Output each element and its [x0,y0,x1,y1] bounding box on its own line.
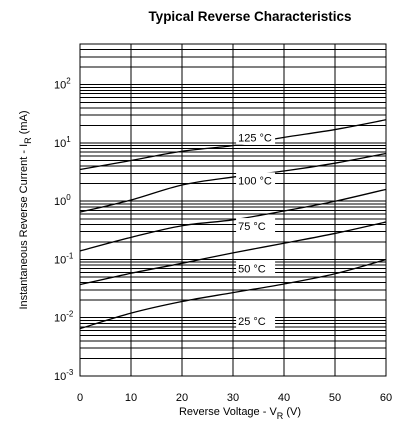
y-tick-exponent: 0 [66,193,71,202]
series-label-background [236,313,276,329]
x-tick-label: 0 [77,392,83,404]
y-axis-label-main: Instantaneous Reverse Current - I [18,144,30,310]
series-label: 125 °C [238,133,272,145]
y-tick-exponent: -1 [66,251,74,260]
y-tick-exponent: 2 [66,77,71,86]
x-tick-label: 20 [176,392,188,404]
series-label-background [236,218,276,234]
chart-title: Typical Reverse Characteristics [148,9,351,24]
y-tick-label: 10-2 [54,310,74,325]
x-axis-label: Reverse Voltage - VR (V) [179,406,301,421]
y-tick-exponent: -2 [66,310,74,319]
y-axis-label-suffix: (mA) [18,110,30,137]
series-label: 25 °C [238,316,266,328]
y-tick-label: 102 [54,77,71,92]
y-tick-label: 10-3 [54,368,74,383]
x-axis-label-subscript: R [277,411,284,421]
x-axis-label-suffix: (V) [283,406,301,418]
y-tick-base: 10 [54,196,66,208]
series-line [79,188,387,252]
y-tick-label: 100 [54,193,71,208]
x-tick-label: 50 [329,392,341,404]
y-axis-label: Instantaneous Reverse Current - IR (mA) [18,110,33,309]
curves [79,119,387,330]
series-line [79,258,387,330]
y-axis-label-subscript: R [23,137,33,144]
x-tick-label: 10 [125,392,137,404]
x-tick-label: 30 [227,392,239,404]
y-tick-base: 10 [54,138,66,150]
series-line [79,221,387,286]
series-label: 100 °C [238,175,272,187]
grid [79,43,387,377]
x-tick-label: 40 [278,392,290,404]
y-tick-base: 10 [54,254,66,266]
series-label-background [236,260,276,276]
x-axis-label-main: Reverse Voltage - V [179,406,277,418]
y-tick-exponent: 1 [66,135,71,144]
x-tick-label: 60 [380,392,392,404]
y-tick-exponent: -3 [66,368,74,377]
y-tick-base: 10 [54,80,66,92]
y-tick-label: 101 [54,135,71,150]
plot-frame [79,43,387,377]
y-tick-base: 10 [54,371,66,383]
series-line [79,152,387,213]
series-label-background [236,129,276,145]
series-label-background [236,172,276,188]
x-tick-labels: 0 10 20 30 40 50 60 [77,392,392,404]
series-label: 75 °C [238,221,266,233]
series-line [79,119,387,171]
curve-labels: 125 °C 100 °C 75 °C 50 °C 25 °C [236,129,276,329]
y-tick-base: 10 [54,313,66,325]
y-tick-label: 10-1 [54,251,74,266]
series-label: 50 °C [238,263,266,275]
